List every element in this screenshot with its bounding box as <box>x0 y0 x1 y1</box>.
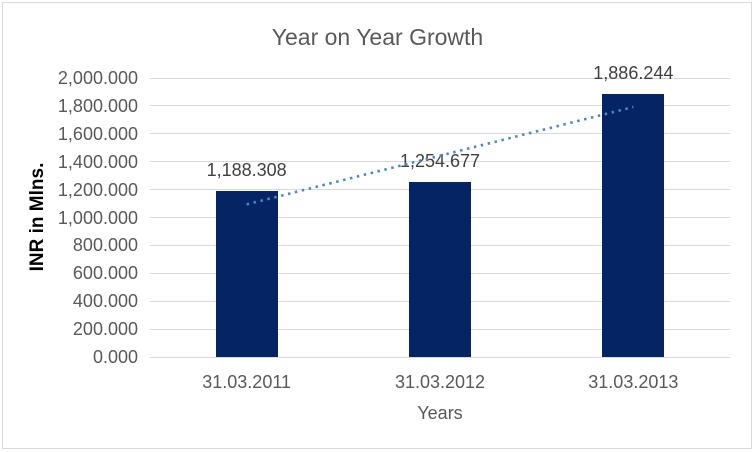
bar-31.03.2013 <box>602 93 665 357</box>
y-tick-label: 1,000.000 <box>57 207 138 228</box>
y-tick-label: 2,000.000 <box>57 68 138 88</box>
gridline <box>150 77 730 79</box>
y-tick-label: 1,200.000 <box>57 179 138 200</box>
data-label: 1,886.244 <box>593 62 674 83</box>
y-tick-label: 1,800.000 <box>57 95 138 116</box>
y-tick-label: 600.000 <box>72 263 138 284</box>
y-tick-label: 800.000 <box>72 235 138 256</box>
gridline <box>150 133 730 135</box>
gridline <box>150 105 730 107</box>
x-tick-label: 31.03.2013 <box>588 372 679 392</box>
y-tick-label: 1,400.000 <box>57 151 138 172</box>
bar-31.03.2012 <box>409 181 471 357</box>
x-axis-title: Years <box>417 403 463 423</box>
trendline <box>246 105 634 206</box>
data-label: 1,254.677 <box>399 150 481 171</box>
bar-31.03.2011 <box>215 191 278 357</box>
gridline <box>150 356 730 358</box>
data-label: 1,188.308 <box>206 160 287 181</box>
y-tick-label: 0.000 <box>92 347 138 367</box>
y-tick-label: 400.000 <box>72 291 138 312</box>
y-tick-label: 1,600.000 <box>57 123 138 144</box>
gridline <box>150 161 730 163</box>
x-tick-label: 31.03.2011 <box>202 372 292 392</box>
x-tick-label: 31.03.2012 <box>394 372 486 392</box>
plot-area: 1,188.308 1,254.677 1,886.244 <box>150 63 730 358</box>
chart-title: Year on Year Growth <box>271 24 484 50</box>
y-tick-label: 200.000 <box>72 319 138 340</box>
